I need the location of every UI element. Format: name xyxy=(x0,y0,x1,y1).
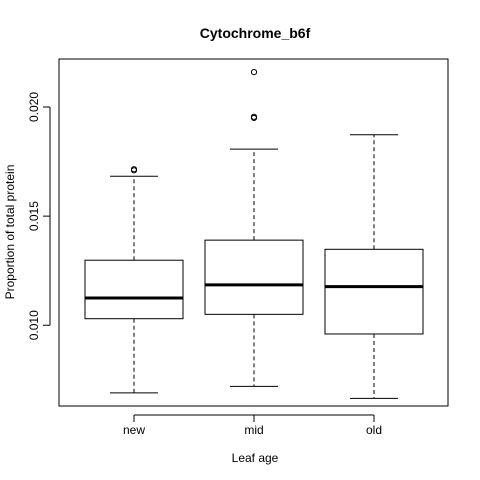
chart-title: Cytochrome_b6f xyxy=(200,25,311,41)
box-mid xyxy=(204,68,304,387)
outlier-point xyxy=(250,68,258,76)
iqr-box xyxy=(204,239,304,315)
x-axis-label: Leaf age xyxy=(232,451,279,465)
box-series xyxy=(84,68,424,399)
iqr-box xyxy=(324,248,424,335)
x-axis: new mid old xyxy=(123,414,382,437)
outlier-point xyxy=(130,166,138,173)
outlier-point xyxy=(250,113,258,120)
y-axis: 0.010 0.015 0.020 xyxy=(27,92,51,340)
plot-frame xyxy=(58,58,449,407)
y-tick-label: 0.020 xyxy=(27,92,41,122)
x-tick-label: old xyxy=(366,423,382,437)
box-old xyxy=(324,134,424,399)
x-tick-label: new xyxy=(123,423,145,437)
iqr-box xyxy=(84,259,184,320)
box-new xyxy=(84,166,184,394)
x-tick-label: mid xyxy=(244,423,263,437)
y-tick-label: 0.010 xyxy=(27,310,41,340)
y-tick-label: 0.015 xyxy=(27,201,41,231)
y-axis-label: Proportion of total protein xyxy=(3,165,17,300)
